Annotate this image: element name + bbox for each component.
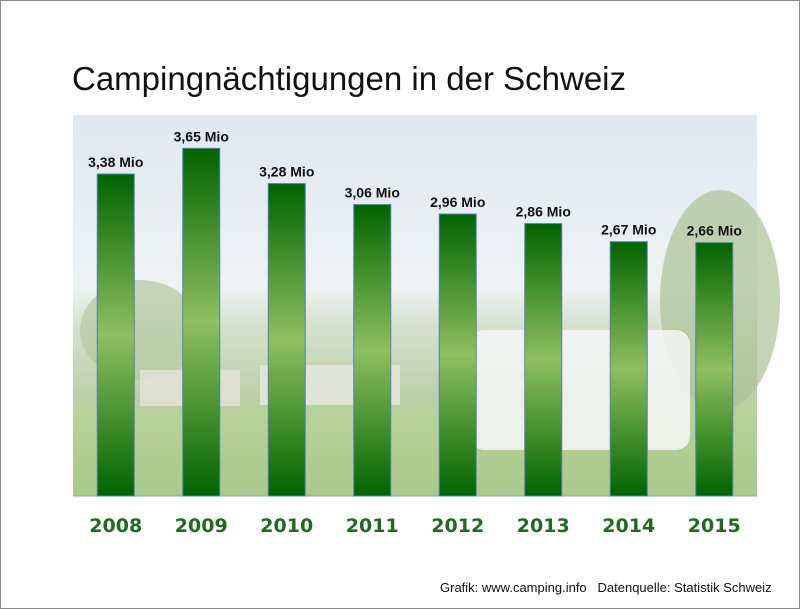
data-label: 2,86 Mio [516, 204, 571, 220]
background-photo [73, 115, 780, 496]
data-label: 2,67 Mio [601, 222, 656, 238]
x-tick-label: 2012 [431, 515, 484, 537]
data-label: 3,38 Mio [88, 154, 143, 170]
chart-title: Campingnächtigungen in der Schweiz [72, 60, 627, 97]
data-label: 2,96 Mio [430, 194, 485, 210]
bar-2013 [524, 223, 563, 497]
x-tick-label: 2009 [175, 515, 228, 537]
data-label: 3,06 Mio [345, 185, 400, 201]
x-tick-label: 2008 [89, 515, 142, 537]
x-tick-label: 2014 [602, 515, 655, 537]
data-label: 2,66 Mio [687, 223, 742, 239]
bar-2011 [353, 204, 392, 497]
bar-2010 [267, 183, 306, 497]
data-label: 3,65 Mio [174, 128, 229, 144]
x-tick-label: 2015 [688, 515, 741, 537]
source-credit: Grafik: www.camping.info Datenquelle: St… [440, 580, 772, 595]
data-label: 3,28 Mio [259, 164, 314, 180]
x-tick-label: 2011 [346, 515, 399, 537]
bar-2008 [96, 173, 135, 497]
bar-2012 [438, 213, 477, 497]
bar-2015 [695, 242, 734, 497]
bar-2014 [609, 241, 648, 497]
x-tick-label: 2010 [260, 515, 313, 537]
bar-2009 [182, 147, 221, 497]
x-tick-label: 2013 [517, 515, 570, 537]
